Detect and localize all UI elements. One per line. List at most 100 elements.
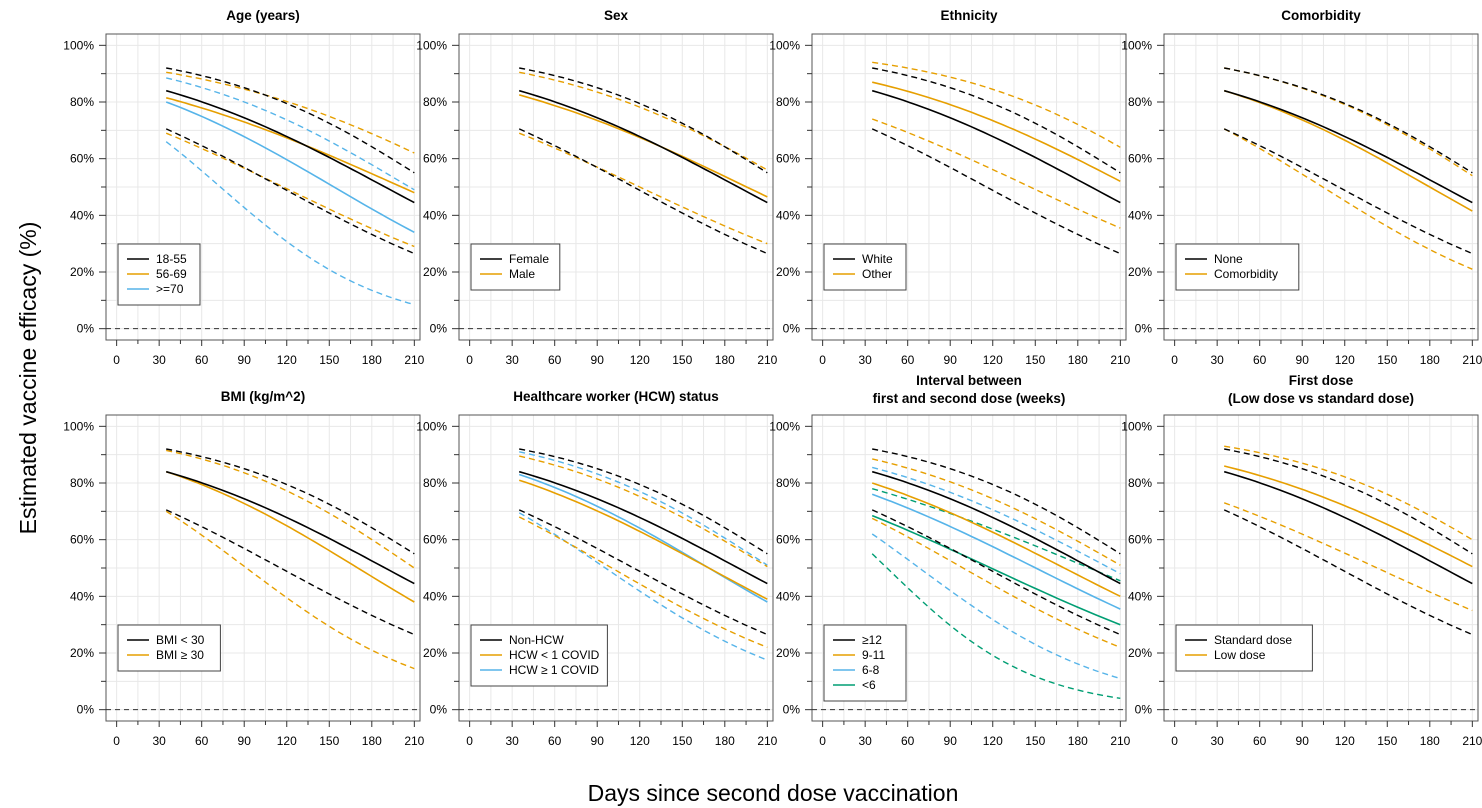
series-line: [518, 89, 768, 204]
series-upper-ci: [872, 466, 1121, 575]
series-lower-ci: [518, 512, 768, 661]
x-tick-label: 150: [319, 353, 339, 367]
x-tick-label: 60: [548, 353, 562, 367]
series-upper-ci: [872, 61, 1121, 148]
y-tick-label: 80%: [423, 95, 447, 109]
x-tick-label: 90: [238, 353, 252, 367]
y-tick-label: 0%: [783, 322, 801, 336]
legend-box: [117, 624, 221, 672]
legend: ≥129-116-8<6: [823, 624, 907, 702]
x-tick-label: 210: [404, 734, 424, 748]
x-axis-label: Days since second dose vaccination: [588, 780, 959, 806]
x-tick-label: 180: [1420, 353, 1440, 367]
x-tick-label: 150: [1377, 353, 1397, 367]
series-line: [871, 470, 1121, 585]
series-upper-ci: [872, 67, 1121, 174]
series-line: [518, 470, 768, 585]
x-tick-label: 210: [1110, 734, 1130, 748]
y-axis-label: Estimated vaccine efficacy (%): [15, 222, 41, 535]
x-tick-label: 30: [858, 353, 872, 367]
series-lower-ci: [871, 509, 1121, 636]
panel-4: 0 30 60 90 120 150 180 210 0% 20% 40% 60% 80% 100% Com…: [1121, 8, 1482, 367]
y-tick-label: 40%: [423, 589, 447, 603]
x-tick-label: 30: [1210, 353, 1224, 367]
x-tick-label: 150: [319, 734, 339, 748]
series-upper-ci: [166, 77, 415, 191]
y-tick-label: 60%: [776, 533, 800, 547]
series-line: [166, 97, 415, 194]
x-tick-label: 90: [591, 734, 605, 748]
legend-label: Male: [509, 267, 535, 281]
x-tick-label: 90: [944, 353, 958, 367]
legend-label: 18-55: [156, 252, 187, 266]
series-line: [165, 89, 415, 204]
panel-8: 0 30 60 90 120 150 180 210 0% 20% 40% 60% 80% 100% Fir…: [1121, 373, 1482, 748]
legend-label: None: [1214, 252, 1243, 266]
x-tick-label: 120: [1335, 734, 1355, 748]
y-tick-label: 60%: [70, 152, 94, 166]
legend-box: [1175, 243, 1300, 291]
series-lower-ci: [518, 128, 768, 255]
y-tick-label: 100%: [63, 38, 94, 52]
panel-6: 0 30 60 90 120 150 180 210 0% 20% 40% 60% 80% 100% Hea…: [416, 389, 777, 748]
series-lower-ci: [165, 128, 415, 255]
panel-5: 0 30 60 90 120 150 180 210 0% 20% 40% 60% 80% 100% BMI…: [63, 389, 424, 748]
legend-label: HCW < 1 COVID: [509, 648, 600, 662]
y-tick-label: 40%: [776, 208, 800, 222]
series-line: [165, 470, 415, 585]
series-upper-ci: [166, 449, 415, 569]
x-tick-label: 120: [1335, 353, 1355, 367]
x-tick-label: 120: [983, 734, 1003, 748]
series-lower-ci: [1223, 128, 1473, 255]
legend-label: >=70: [156, 282, 184, 296]
x-tick-label: 180: [362, 734, 382, 748]
series-lower-ci: [871, 553, 1121, 699]
x-tick-label: 120: [277, 353, 297, 367]
series-upper-ci: [519, 448, 768, 555]
y-tick-label: 0%: [1135, 322, 1153, 336]
x-tick-label: 180: [715, 734, 735, 748]
series-upper-ci: [1224, 67, 1473, 174]
series-lower-ci: [871, 128, 1121, 255]
legend-label: <6: [862, 678, 876, 692]
x-tick-label: 0: [466, 734, 473, 748]
legend-label: Non-HCW: [509, 633, 564, 647]
x-tick-label: 0: [466, 353, 473, 367]
legend-label: White: [862, 252, 893, 266]
series-line: [871, 89, 1121, 204]
y-tick-label: 40%: [1128, 589, 1152, 603]
series-line: [872, 81, 1121, 183]
x-tick-label: 90: [591, 353, 605, 367]
series-lower-ci: [518, 516, 768, 648]
y-tick-label: 20%: [70, 646, 94, 660]
y-tick-label: 100%: [1121, 419, 1152, 433]
series-upper-ci: [166, 71, 415, 154]
x-tick-label: 60: [1253, 734, 1267, 748]
panel-1: 0 30 60 90 120 150 180 210 0% 20% 40% 60% 80% 100% Age…: [63, 8, 424, 367]
series-lower-ci: [1223, 502, 1473, 612]
series-lower-ci: [165, 132, 415, 248]
y-tick-label: 20%: [423, 646, 447, 660]
x-tick-label: 90: [1296, 734, 1310, 748]
y-tick-label: 100%: [769, 419, 800, 433]
x-tick-label: 210: [404, 353, 424, 367]
series-lower-ci: [1223, 128, 1473, 270]
y-tick-label: 20%: [1128, 265, 1152, 279]
series-lower-ci: [518, 509, 768, 636]
y-tick-label: 40%: [1128, 208, 1152, 222]
y-tick-label: 80%: [70, 476, 94, 490]
x-tick-label: 150: [1025, 353, 1045, 367]
legend-box: [823, 243, 907, 291]
legend-label: 9-11: [862, 648, 885, 662]
legend-box: [1175, 624, 1313, 672]
series-lower-ci: [871, 118, 1121, 229]
series-upper-ci: [166, 67, 415, 174]
x-tick-label: 120: [277, 734, 297, 748]
y-tick-label: 20%: [423, 265, 447, 279]
series-upper-ci: [872, 458, 1121, 566]
panel-title: Ethnicity: [940, 8, 997, 23]
